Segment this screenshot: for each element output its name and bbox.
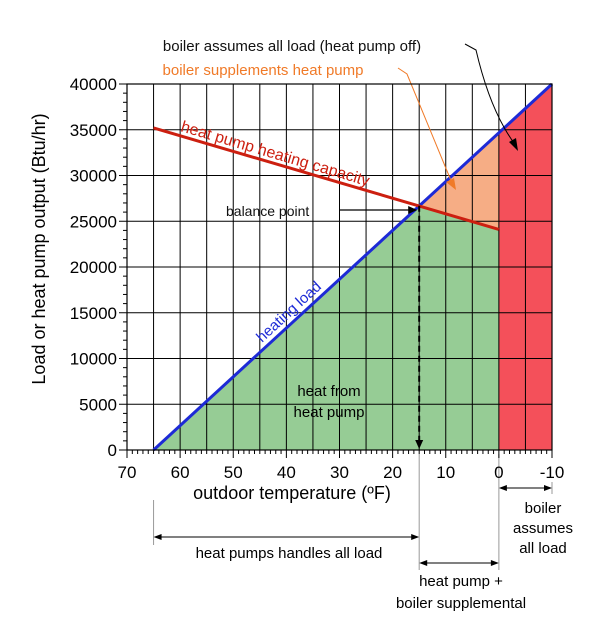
range-heat-pump-right-head <box>411 534 420 540</box>
x-tick-label: 10 <box>436 463 455 482</box>
x-tick-label: -10 <box>540 463 565 482</box>
balance-point-drop-arrow <box>415 440 424 449</box>
range-label-supplemental-1: heat pump + <box>419 573 503 590</box>
x-tick-label: 70 <box>118 463 137 482</box>
y-axis-title: Load or heat pump output (Btu/hr) <box>29 113 49 384</box>
x-tick-label: 40 <box>277 463 296 482</box>
marks <box>153 43 553 570</box>
range-label-boiler-2: assumes <box>513 520 573 537</box>
boiler-supplements-annotation: boiler supplements heat pump <box>163 62 364 79</box>
y-tick-label: 0 <box>108 441 117 460</box>
boiler-supplements-arrow <box>397 67 453 184</box>
y-tick-label: 15000 <box>70 304 117 323</box>
y-tick-label: 30000 <box>70 167 117 186</box>
x-tick-label: 20 <box>383 463 402 482</box>
range-boiler-left-head <box>498 485 507 491</box>
x-tick-label: 60 <box>171 463 190 482</box>
y-tick-label: 20000 <box>70 258 117 277</box>
y-tick-label: 10000 <box>70 350 117 369</box>
heating-load-line <box>152 82 554 452</box>
region-boiler-supplement <box>419 132 499 230</box>
range-heat-pump-left-head <box>153 534 162 540</box>
boiler-all-arrow <box>464 43 515 144</box>
series-lines <box>152 82 554 452</box>
x-tick-label: 0 <box>494 463 503 482</box>
y-tick-label: 35000 <box>70 121 117 140</box>
heat-pump-capacity-line <box>153 126 500 231</box>
x-tick-label: 50 <box>224 463 243 482</box>
boiler-all-arrowhead <box>509 138 518 151</box>
range-supplemental-left-head <box>419 560 428 566</box>
boiler-supplements-arrowhead <box>446 178 456 190</box>
labels: 70 60 50 40 30 20 10 0 -10 0 5000 10000 15000 20000 25… <box>29 38 573 612</box>
range-label-supplemental-2: boiler supplemental <box>396 595 526 612</box>
balance-point-arrowhead <box>408 206 418 214</box>
range-supplemental-right-head <box>490 560 499 566</box>
y-tick-label: 5000 <box>79 395 117 414</box>
boiler-all-annotation: boiler assumes all load (heat pump off) <box>163 38 421 55</box>
y-tick-label: 40000 <box>70 75 117 94</box>
x-tick-label: 30 <box>330 463 349 482</box>
heat-from-label: heat from <box>297 383 360 400</box>
range-label-boiler-1: boiler <box>525 500 562 517</box>
range-label-heat-pump: heat pumps handles all load <box>196 545 383 562</box>
x-axis-title: outdoor temperature (ºF) <box>193 483 391 503</box>
y-tick-label: 25000 <box>70 212 117 231</box>
axes <box>119 83 553 458</box>
range-label-boiler-3: all load <box>519 540 567 557</box>
balance-point-label: balance point <box>226 203 309 219</box>
heat-pump-label: heat pump <box>294 404 365 421</box>
range-boiler-right-head <box>544 485 552 491</box>
